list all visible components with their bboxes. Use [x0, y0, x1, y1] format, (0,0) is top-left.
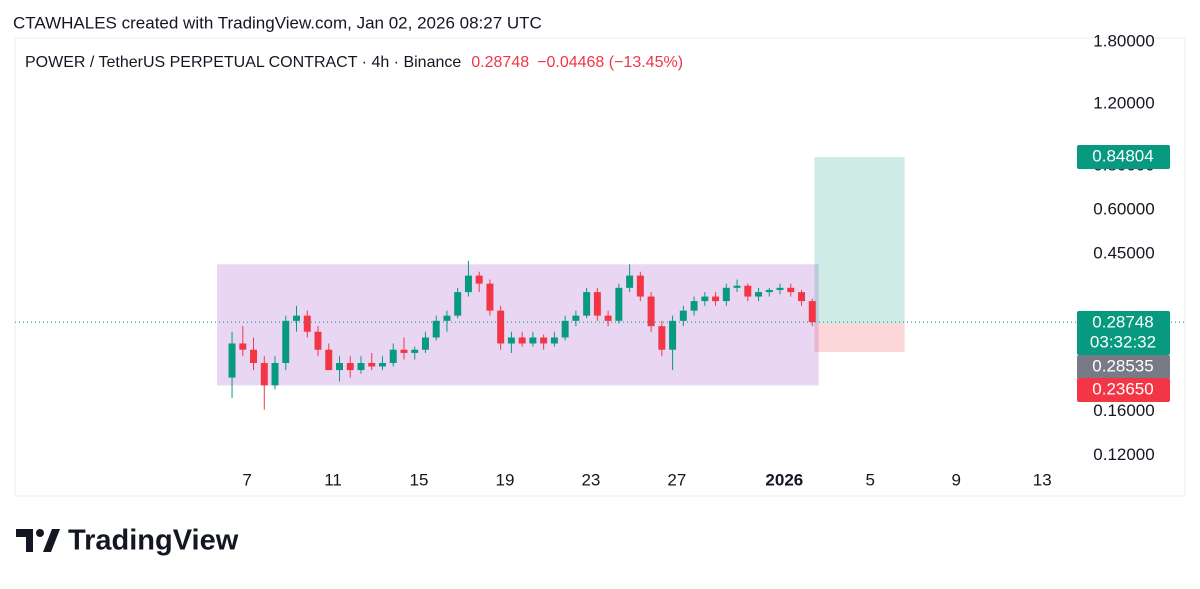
candle-body [669, 320, 677, 350]
candle-body [572, 315, 580, 321]
range-box [217, 264, 819, 386]
candle-body [755, 292, 763, 297]
candle-body [346, 362, 354, 371]
candle-body [808, 301, 816, 323]
y-tick-label: 0.60000 [1093, 199, 1154, 218]
brand: TradingView [68, 525, 239, 557]
stop-label: 0.23650 [1092, 379, 1153, 398]
candle-body [421, 337, 429, 350]
candle-body [518, 337, 526, 344]
entry-label: 0.28535 [1092, 356, 1153, 375]
candle-body [529, 337, 537, 344]
candle-body [389, 349, 397, 363]
x-tick-label: 27 [667, 470, 686, 489]
credit: CTAWHALES created with TradingView.com, … [13, 13, 542, 32]
y-tick-label: 0.45000 [1093, 243, 1154, 262]
x-tick-label: 9 [952, 470, 961, 489]
candle-body [239, 343, 247, 350]
stop-zone [814, 323, 905, 352]
panel [14, 37, 1186, 497]
candle-body [400, 349, 408, 353]
candle-body [282, 320, 290, 363]
last-price-label: 0.28748 [1092, 312, 1153, 331]
y-tick-label: 1.80000 [1093, 32, 1154, 51]
candle-body [228, 343, 236, 378]
y-tick-label: 1.20000 [1093, 94, 1154, 113]
candle-body [583, 292, 591, 316]
candle-body [443, 315, 451, 321]
candle-body [336, 362, 343, 371]
candle-body [744, 285, 752, 297]
candle-body [314, 331, 322, 350]
target-label: 0.84804 [1092, 147, 1153, 166]
candle-body [550, 337, 558, 344]
candle-body [271, 362, 279, 386]
x-tick-label: 13 [1033, 470, 1052, 489]
candle-body [798, 292, 806, 302]
candle-body [712, 296, 720, 302]
candle-body [776, 287, 784, 290]
symbol: POWER / TetherUS PERPETUAL CONTRACT · 4h… [25, 54, 683, 71]
candle-body [540, 337, 548, 344]
y-tick-label: 0.16000 [1093, 401, 1154, 420]
candle-body [647, 296, 655, 327]
candle-body [507, 337, 515, 344]
candle-body [593, 292, 601, 316]
x-tick-label: 11 [324, 470, 342, 489]
candle-body [357, 362, 365, 371]
last-price-box [1077, 311, 1170, 355]
candle-body [325, 349, 333, 371]
target-zone [814, 157, 905, 324]
countdown: 03:32:32 [1090, 332, 1156, 351]
x-tick-label: 19 [496, 470, 515, 489]
candle-body [303, 315, 311, 332]
entry-label-box [1077, 355, 1170, 379]
logo: TradingView [16, 525, 239, 557]
x-tick-label: 5 [866, 470, 875, 489]
change: −0.04468 (−13.45%) [537, 54, 683, 71]
x-tick-label: 2026 [765, 470, 803, 489]
candle-body [636, 275, 644, 297]
candle-body [722, 287, 730, 302]
candle-body [658, 326, 666, 350]
candle-body [701, 296, 709, 302]
y-tick-label: 0.12000 [1093, 445, 1154, 464]
x-tick-label: 23 [581, 470, 600, 489]
target-label-box [1077, 145, 1170, 170]
candle-body [615, 287, 623, 321]
stop-label-box [1077, 378, 1170, 402]
x-tick-label: 7 [242, 470, 251, 489]
candle-body [250, 349, 258, 363]
candle-body [733, 285, 741, 288]
x-tick-label: 15 [410, 470, 429, 489]
candle-body [475, 275, 483, 284]
candle-body [561, 320, 569, 338]
candle-body [679, 310, 687, 321]
candle-body [368, 362, 376, 367]
candle-body [293, 315, 301, 321]
candle-body [454, 292, 462, 316]
candle-body [411, 349, 419, 353]
candle-body [486, 283, 494, 311]
symbol-name: POWER / TetherUS PERPETUAL CONTRACT · 4h… [25, 54, 461, 71]
candle-body [432, 320, 440, 338]
candle-body [378, 362, 386, 367]
header-price: 0.28748 [471, 54, 529, 71]
candle-body [497, 310, 505, 344]
candle-body [604, 315, 612, 321]
candle-body [464, 275, 472, 293]
candle-body [765, 289, 773, 293]
candle-body [626, 275, 634, 288]
candle-body [260, 362, 268, 386]
candle-body [787, 287, 795, 293]
candle-body [690, 301, 698, 311]
